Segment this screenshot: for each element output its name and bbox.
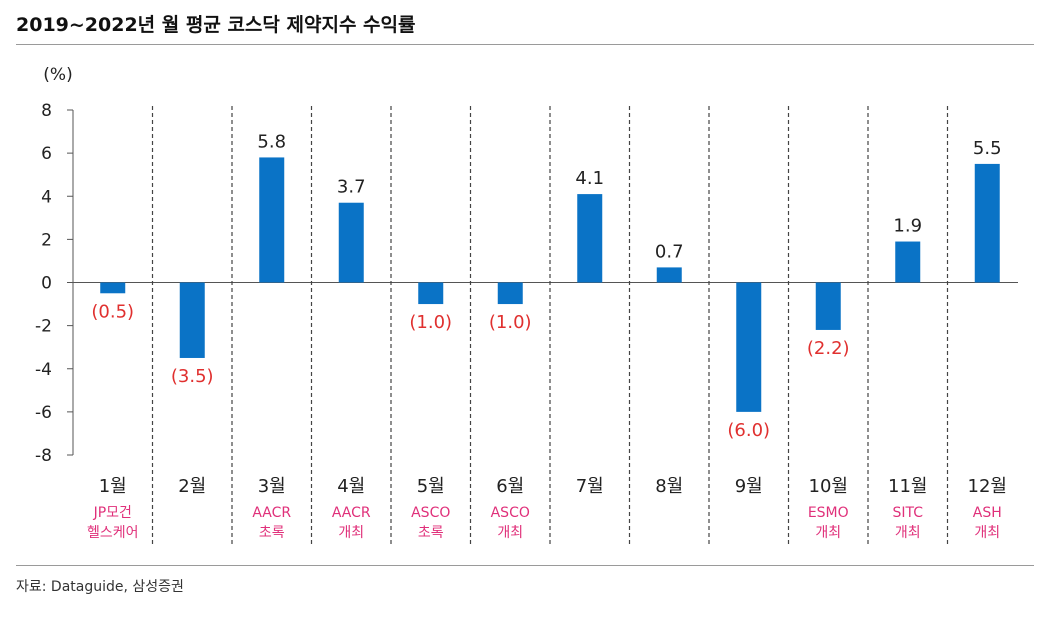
- source-note: 자료: Dataguide, 삼성증권: [16, 579, 184, 595]
- data-label: (0.5): [91, 301, 134, 322]
- footer-divider: [16, 565, 1034, 566]
- bar: [736, 282, 762, 412]
- event-note: AACR: [332, 505, 371, 521]
- y-tick-label: -4: [35, 360, 52, 380]
- title-divider: [16, 44, 1034, 45]
- x-tick-label: 10월: [809, 476, 848, 497]
- data-label: 4.1: [575, 168, 604, 189]
- bar: [497, 282, 523, 305]
- data-label: (3.5): [171, 366, 214, 387]
- data-label: (2.2): [807, 338, 850, 359]
- x-tick-label: 12월: [968, 476, 1007, 497]
- y-tick-label: -8: [35, 446, 52, 466]
- x-tick-label: 5월: [417, 476, 445, 497]
- data-label: (1.0): [409, 312, 452, 333]
- y-tick-label: -2: [35, 317, 52, 337]
- bar: [338, 202, 364, 283]
- x-tick-label: 1월: [99, 476, 127, 497]
- x-tick-label: 11월: [888, 476, 927, 497]
- data-label: (6.0): [727, 420, 770, 441]
- event-note: 개최: [974, 525, 1000, 541]
- data-label: 1.9: [893, 216, 922, 237]
- event-note: JP모건: [93, 505, 132, 521]
- bar: [259, 157, 285, 283]
- bar: [100, 282, 126, 294]
- x-tick-label: 8월: [655, 476, 683, 497]
- y-tick-label: -6: [35, 403, 52, 423]
- bar: [974, 163, 1000, 283]
- data-label: (1.0): [489, 312, 532, 333]
- y-tick-label: 0: [41, 274, 52, 294]
- x-tick-label: 4월: [337, 476, 365, 497]
- event-note: ASH: [973, 505, 1002, 521]
- event-note: ASCO: [411, 505, 450, 521]
- bar: [895, 241, 921, 283]
- x-tick-label: 2월: [178, 476, 206, 497]
- y-tick-label: 6: [41, 144, 52, 164]
- x-tick-label: 3월: [258, 476, 286, 497]
- x-tick-label: 7월: [576, 476, 604, 497]
- event-note: 초록: [418, 525, 444, 541]
- event-note: 헬스케어: [87, 525, 139, 541]
- chart-title: 2019~2022년 월 평균 코스닥 제약지수 수익률: [16, 14, 416, 36]
- y-tick-label: 4: [41, 187, 52, 207]
- y-axis-unit-label: (%): [43, 65, 72, 85]
- event-note: 개최: [815, 525, 841, 541]
- event-note: 초록: [259, 525, 285, 541]
- y-tick-label: 8: [41, 101, 52, 121]
- bar: [815, 282, 841, 330]
- data-label: 5.5: [973, 138, 1002, 159]
- event-note: 개최: [497, 525, 523, 541]
- event-note: 개최: [895, 525, 921, 541]
- event-note: ESMO: [808, 505, 849, 521]
- data-label: 3.7: [337, 177, 366, 198]
- x-tick-label: 9월: [735, 476, 763, 497]
- data-label: 0.7: [655, 241, 684, 262]
- event-note: 개최: [338, 525, 364, 541]
- event-note: ASCO: [491, 505, 530, 521]
- y-tick-label: 2: [41, 230, 52, 250]
- event-note: SITC: [892, 505, 923, 521]
- bar: [418, 282, 444, 305]
- bar: [179, 282, 205, 358]
- bar: [656, 267, 682, 283]
- event-note: AACR: [252, 505, 291, 521]
- x-tick-label: 6월: [496, 476, 524, 497]
- data-label: 5.8: [257, 131, 286, 152]
- bar: [577, 194, 603, 283]
